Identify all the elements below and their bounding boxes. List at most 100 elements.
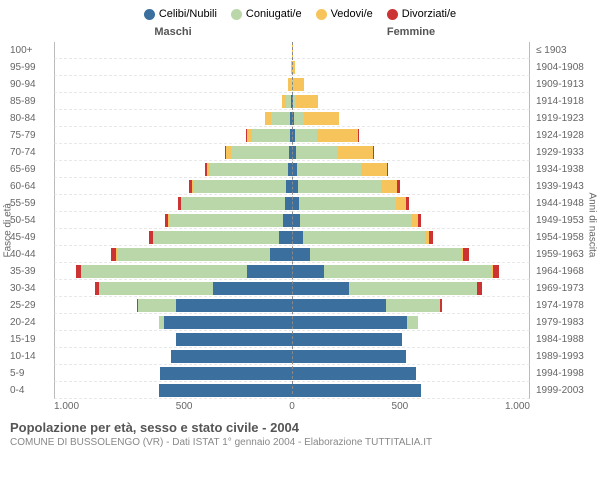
male-bar [54, 297, 292, 314]
bar-segment [271, 112, 290, 125]
pyramid-row: 50-541949-1953 [10, 212, 590, 229]
bar-stack [292, 248, 469, 261]
bar-segment [381, 180, 398, 193]
bar-segment [285, 197, 292, 210]
bar-stack [159, 316, 292, 329]
bar-stack [160, 367, 292, 380]
birth-year-label: ≤ 1903 [530, 45, 590, 56]
header-male: Maschi [54, 26, 292, 38]
female-bar [292, 76, 530, 93]
female-bar [292, 127, 530, 144]
male-bar [54, 144, 292, 161]
bar-segment [477, 282, 481, 295]
male-bar [54, 263, 292, 280]
pyramid-row: 60-641939-1943 [10, 178, 590, 195]
legend-label: Coniugati/e [246, 8, 302, 20]
age-label: 75-79 [10, 130, 54, 141]
bar-segment [296, 146, 339, 159]
pyramid-row: 20-241979-1983 [10, 314, 590, 331]
bar-stack [292, 299, 442, 312]
birth-year-label: 1999-2003 [530, 385, 590, 396]
bar-segment [407, 316, 418, 329]
age-label: 0-4 [10, 385, 54, 396]
bar-segment [159, 384, 292, 397]
female-bar [292, 144, 530, 161]
age-label: 40-44 [10, 249, 54, 260]
bar-stack [282, 95, 292, 108]
birth-year-label: 1919-1923 [530, 113, 590, 124]
bar-segment [292, 367, 416, 380]
legend-swatch [231, 9, 242, 20]
bar-segment [361, 163, 387, 176]
bar-segment [153, 231, 279, 244]
bar-segment [292, 231, 303, 244]
bar-stack [292, 367, 416, 380]
male-bar [54, 314, 292, 331]
bar-segment [169, 214, 283, 227]
pyramid-row: 85-891914-1918 [10, 93, 590, 110]
bar-stack [292, 282, 482, 295]
bar-segment [299, 197, 396, 210]
age-label: 65-69 [10, 164, 54, 175]
female-bar [292, 348, 530, 365]
bar-segment [270, 248, 293, 261]
bar-segment [81, 265, 247, 278]
male-bar [54, 348, 292, 365]
bar-stack [178, 197, 292, 210]
bar-segment [310, 248, 462, 261]
legend-swatch [144, 9, 155, 20]
male-bar [54, 127, 292, 144]
pyramid-row: 80-84 1919-1923 [10, 110, 590, 127]
male-bar [54, 59, 292, 76]
pyramid-row: 70-741929-1933 [10, 144, 590, 161]
age-label: 35-39 [10, 266, 54, 277]
female-bar [292, 382, 530, 399]
bar-stack [292, 384, 421, 397]
female-bar [292, 42, 530, 59]
age-label: 100+ [10, 45, 54, 56]
male-bar [54, 93, 292, 110]
bar-segment [296, 95, 319, 108]
bar-segment [247, 265, 292, 278]
bar-stack [95, 282, 292, 295]
bar-segment [176, 299, 292, 312]
bar-stack [292, 197, 409, 210]
male-bar [54, 42, 292, 59]
bar-stack [292, 163, 388, 176]
pyramid-row: 40-441959-1963 [10, 246, 590, 263]
pyramid-row: 65-691934-1938 [10, 161, 590, 178]
bar-segment [297, 163, 361, 176]
pyramid-row: 55-591944-1948 [10, 195, 590, 212]
bar-segment [373, 146, 374, 159]
age-label: 45-49 [10, 232, 54, 243]
bar-stack [225, 146, 292, 159]
bar-segment [387, 163, 388, 176]
legend-item: Coniugati/e [231, 8, 302, 20]
female-bar [292, 365, 530, 382]
birth-year-label: 1994-1998 [530, 368, 590, 379]
plot-area: Fasce di età Anni di nascita 100+≤ 19039… [10, 42, 590, 412]
bar-segment [292, 265, 324, 278]
bar-segment [386, 299, 441, 312]
bar-stack [189, 180, 292, 193]
bar-segment [317, 129, 357, 142]
age-label: 80-84 [10, 113, 54, 124]
bar-segment [349, 282, 477, 295]
male-bar [54, 110, 292, 127]
x-tick: 500 [392, 401, 409, 412]
x-tick: 500 [176, 401, 193, 412]
bar-segment [304, 112, 340, 125]
female-bar [292, 93, 530, 110]
male-bar [54, 365, 292, 382]
female-bar [292, 297, 530, 314]
age-label: 95-99 [10, 62, 54, 73]
bar-stack [205, 163, 292, 176]
bar-stack [292, 333, 402, 346]
pyramid-row: 100+ ≤ 1903 [10, 42, 590, 59]
age-label: 55-59 [10, 198, 54, 209]
bar-segment [279, 231, 292, 244]
pyramid-row: 75-791924-1928 [10, 127, 590, 144]
birth-year-label: 1939-1943 [530, 181, 590, 192]
bar-stack [111, 248, 292, 261]
birth-year-label: 1964-1968 [530, 266, 590, 277]
